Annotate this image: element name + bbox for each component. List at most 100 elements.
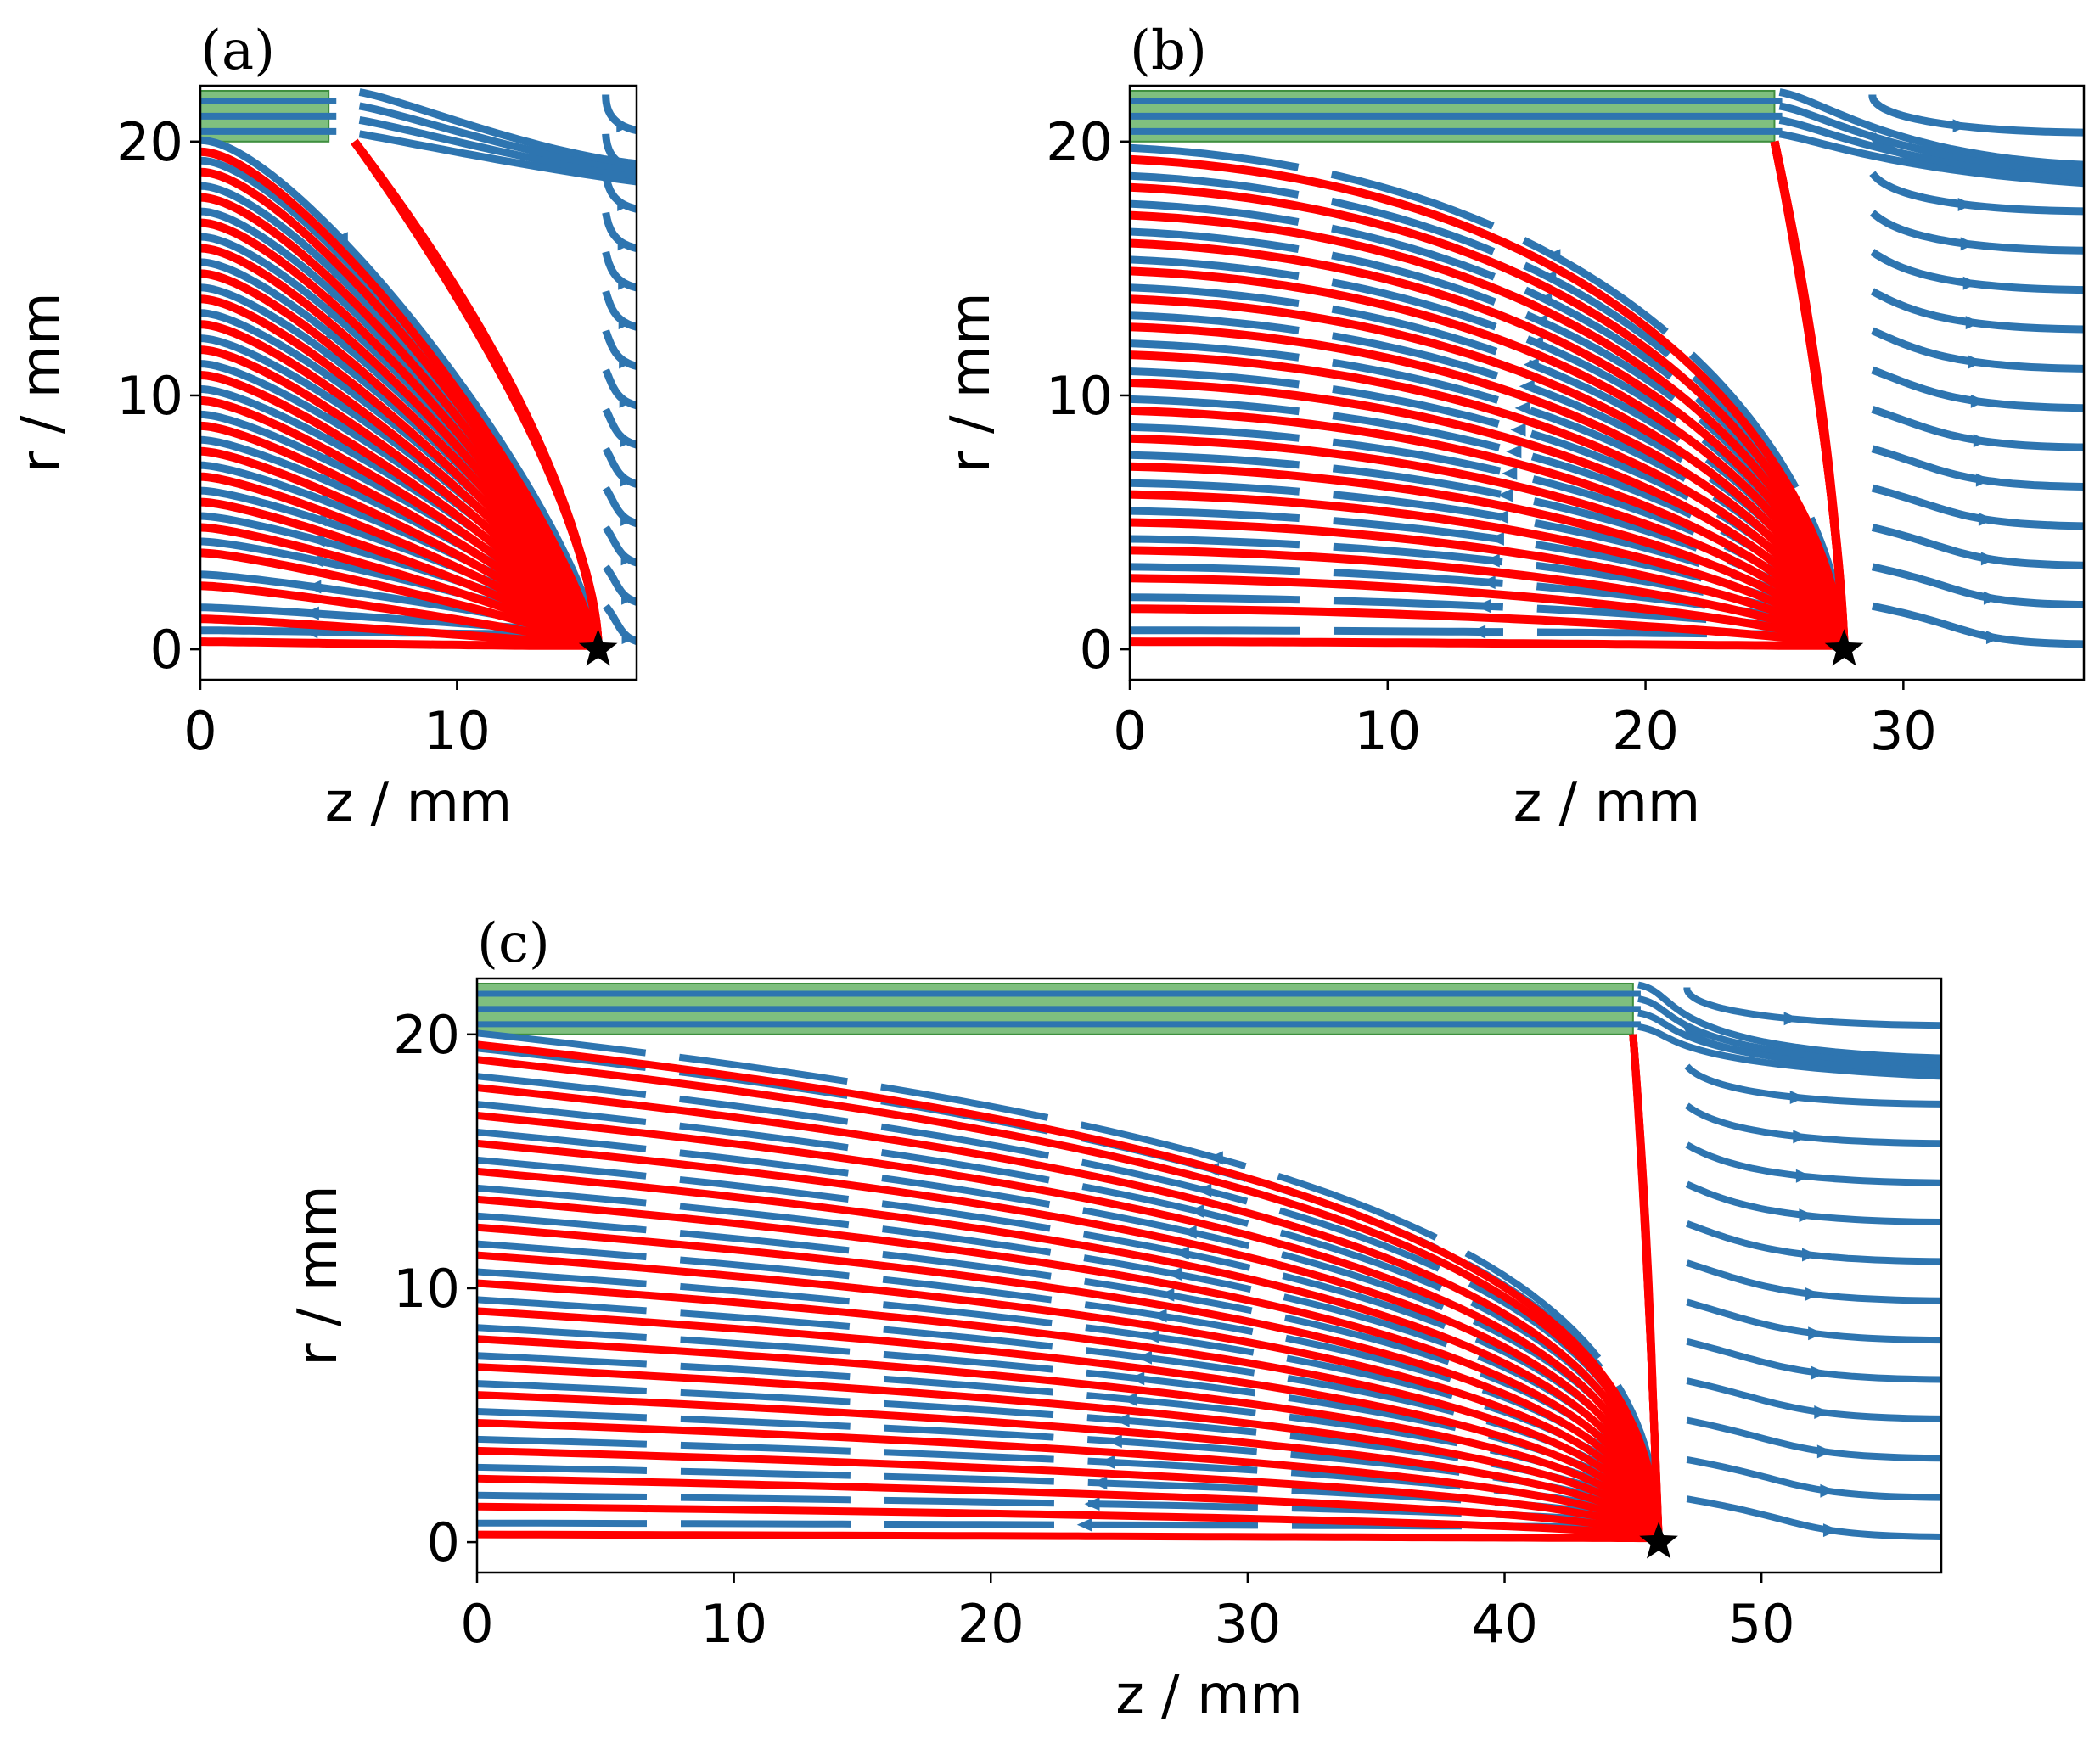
field-arrow <box>306 580 322 594</box>
x-axis-label: z / mm <box>325 771 513 834</box>
field-arrow <box>621 631 637 645</box>
field-arrow <box>314 472 330 486</box>
trajectory <box>200 523 602 650</box>
plot-area <box>477 981 1941 1543</box>
field-arrow <box>1114 1413 1130 1427</box>
field-arrow <box>1802 1248 1818 1262</box>
star-marker <box>1639 1522 1678 1559</box>
field-arrow <box>1822 1523 1839 1538</box>
field-arrow <box>617 198 633 212</box>
field-arrow <box>1965 316 1981 330</box>
field-arrow <box>1783 1012 1800 1026</box>
trajectory <box>200 548 602 650</box>
field-arrow <box>1188 1204 1204 1219</box>
trajectory <box>477 1446 1662 1543</box>
field-line <box>358 102 637 174</box>
trajectory <box>477 1335 1662 1543</box>
trajectory <box>477 1251 1662 1543</box>
field-arrow <box>620 552 637 566</box>
field-arrow <box>618 276 634 290</box>
trajectory <box>1130 434 1847 650</box>
field-arrow <box>1181 1225 1197 1239</box>
field-arrow <box>1523 357 1539 372</box>
field-arrow <box>1968 355 1984 369</box>
field-arrow <box>1502 466 1518 480</box>
field-arrow <box>332 232 348 246</box>
field-line <box>358 130 637 186</box>
field-arrow <box>1076 1517 1092 1532</box>
field-arrow <box>1207 1151 1223 1165</box>
field-arrow <box>1985 631 2002 645</box>
field-arrow <box>1497 488 1513 502</box>
field-line <box>1684 1063 1941 1108</box>
field-arrow <box>1545 249 1561 263</box>
field-line <box>1686 1495 1941 1540</box>
axes-frame <box>475 977 1943 1574</box>
x-tick-label: 30 <box>1214 1593 1281 1655</box>
field-line <box>1637 1009 1941 1074</box>
trajectory <box>1130 490 1847 650</box>
field-arrow <box>1510 423 1526 437</box>
field-arrow <box>1106 1434 1122 1449</box>
field-line <box>1778 130 2084 188</box>
field-arrow <box>1084 1497 1100 1511</box>
field-line <box>1871 524 2084 569</box>
y-tick-label: 20 <box>393 1004 460 1066</box>
field-arrow <box>1980 552 1996 566</box>
field-arrow <box>1129 1371 1145 1386</box>
field-arrow <box>1983 591 1999 605</box>
field-arrow <box>1506 445 1522 459</box>
field-line <box>602 407 637 449</box>
axes-frame <box>1128 84 2086 681</box>
field-arrow <box>1475 599 1491 614</box>
trajectory <box>477 1040 1662 1543</box>
trajectory <box>477 1139 1662 1543</box>
field-line <box>358 115 637 180</box>
field-line <box>602 525 637 567</box>
field-arrow <box>1820 1483 1836 1498</box>
field-arrow <box>1099 1455 1115 1469</box>
field-line <box>1685 1220 1941 1265</box>
trajectory <box>477 1112 1662 1543</box>
y-axis-label: r / mm <box>940 292 1002 473</box>
y-tick-label: 20 <box>116 111 183 173</box>
field-arrow <box>1196 1183 1212 1197</box>
field-line <box>477 1184 1661 1528</box>
x-tick-label: 10 <box>700 1593 767 1655</box>
field-arrow <box>1143 1329 1159 1343</box>
trajectory <box>1130 462 1847 650</box>
trajectory <box>477 1223 1662 1543</box>
y-tick-label: 20 <box>1046 111 1113 173</box>
field-line <box>477 1029 1661 1528</box>
field-arrow <box>1092 1476 1108 1490</box>
trajectory <box>1130 604 1847 650</box>
field-arrow <box>620 434 636 448</box>
field-line <box>602 485 637 528</box>
field-line <box>477 1129 1661 1528</box>
field-arrow <box>621 591 637 605</box>
trajectory <box>200 637 602 650</box>
field-line <box>1637 981 1941 1062</box>
field-line <box>1685 1102 1941 1147</box>
field-line <box>1686 1337 1941 1383</box>
trajectory <box>351 138 603 645</box>
field-arrow <box>1814 1405 1830 1419</box>
field-line <box>1871 366 2084 412</box>
trajectory <box>1130 406 1847 650</box>
trajectory <box>200 614 602 650</box>
field-arrow <box>1488 531 1504 546</box>
trajectory <box>200 497 602 650</box>
trajectory <box>477 1195 1662 1543</box>
field-arrow <box>1816 1444 1833 1459</box>
field-arrow <box>618 316 634 330</box>
field-arrow <box>616 119 632 133</box>
field-arrow <box>1793 1130 1809 1144</box>
field-arrow <box>619 394 635 408</box>
field-line <box>602 446 637 489</box>
panel-c: 0 10 20 30 40 50 0 10 20 z / mm r / mm (c) <box>287 912 1943 1727</box>
field-line <box>1871 445 2084 491</box>
field-line <box>1130 199 1847 635</box>
field-arrow <box>1811 1365 1827 1380</box>
y-axis-label: r / mm <box>10 292 73 473</box>
